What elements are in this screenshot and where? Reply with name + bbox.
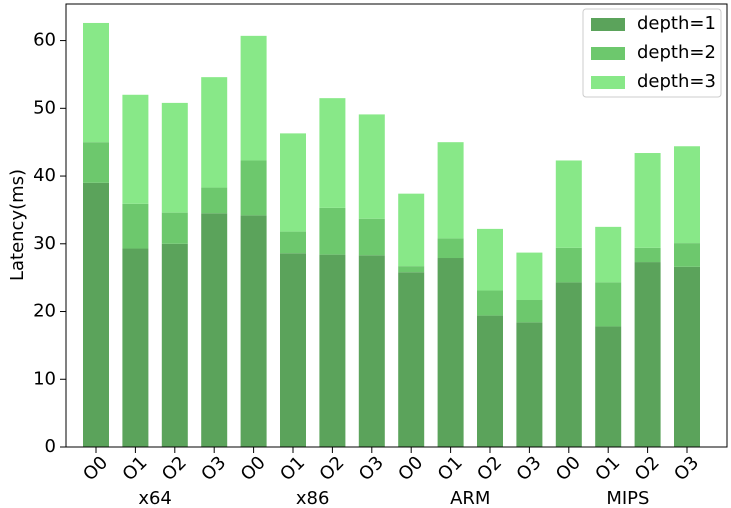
bar-segment (319, 254, 346, 447)
y-axis-label: Latency(ms) (7, 169, 28, 281)
bar-segment (437, 142, 464, 239)
legend-swatch (591, 76, 625, 89)
y-tick-label: 10 (33, 368, 56, 389)
legend-swatch (591, 47, 625, 60)
bar-segment (280, 133, 306, 232)
group-label: ARM (450, 488, 490, 508)
y-tick-label: 20 (33, 301, 56, 322)
legend-label: depth=2 (637, 42, 716, 63)
bar-segment (674, 266, 700, 447)
bar-segment (240, 215, 267, 447)
y-tick-label: 40 (33, 165, 56, 186)
bar-segment (83, 22, 109, 143)
bar-segment (319, 98, 346, 208)
legend-label: depth=1 (637, 13, 716, 34)
y-tick-label: 30 (33, 233, 56, 254)
bar-segment (674, 243, 700, 267)
bar-segment (555, 160, 582, 248)
x-tick-label: O1 (119, 452, 152, 485)
bar-segment (555, 247, 582, 283)
bar-segment (161, 102, 188, 213)
bar-segment (595, 282, 622, 327)
bar-segment (398, 266, 425, 273)
plot-frame (65, 3, 728, 448)
group-label: x86 (296, 488, 330, 508)
bar-segment (477, 290, 503, 316)
bar-segment (398, 193, 425, 267)
bar-segment (674, 146, 700, 244)
bar-segment (122, 94, 149, 204)
group-label: MIPS (606, 488, 649, 508)
bar-segment (358, 255, 385, 447)
legend-label: depth=3 (637, 71, 716, 92)
bar-segment (319, 207, 346, 255)
x-tick-label: O0 (394, 452, 427, 485)
x-tick-label: O2 (473, 452, 506, 485)
x-tick-label: O3 (355, 452, 388, 485)
x-tick-label: O1 (276, 452, 309, 485)
group-label: x64 (138, 488, 172, 508)
y-tick-label: 60 (33, 30, 56, 51)
x-tick-label: O3 (197, 452, 230, 485)
bar-segment (358, 218, 385, 256)
bar-segment (358, 114, 385, 219)
bar-segment (634, 153, 661, 248)
bar-segment (477, 315, 503, 447)
x-tick-label: O0 (237, 452, 270, 485)
bar-segment (555, 282, 582, 447)
bar-segment (280, 231, 306, 254)
bar-segment (161, 212, 188, 244)
bar-segment (437, 258, 464, 447)
y-tick-label: 50 (33, 97, 56, 118)
bar-segment (240, 35, 267, 161)
bar-segment (201, 77, 228, 188)
bar-segment (634, 262, 661, 447)
bar-segment (516, 252, 543, 301)
x-tick-label: O2 (631, 452, 664, 485)
bar-segment (201, 213, 228, 447)
bar-segment (280, 253, 306, 447)
bar-segment (634, 247, 661, 263)
bar-segment (83, 182, 109, 447)
y-tick-label: 0 (45, 436, 56, 457)
x-tick-label: O2 (316, 452, 349, 485)
bar-segment (595, 226, 622, 283)
bar-segment (398, 272, 425, 447)
bar-segment (437, 238, 464, 259)
bar-segment (240, 160, 267, 216)
bar-segment (477, 228, 503, 291)
bar-segment (122, 203, 149, 249)
bar-segment (83, 142, 109, 183)
x-tick-label: O1 (591, 452, 624, 485)
x-tick-label: O1 (434, 452, 467, 485)
x-tick-label: O3 (513, 452, 546, 485)
bar-segment (161, 243, 188, 447)
bar-segment (201, 187, 228, 214)
bar-segment (516, 300, 543, 323)
x-tick-label: O0 (79, 452, 112, 485)
bar-segment (122, 248, 149, 447)
bar-segment (516, 322, 543, 447)
x-tick-label: O2 (158, 452, 191, 485)
bar-segment (595, 326, 622, 447)
x-tick-label: O0 (552, 452, 585, 485)
x-tick-label: O3 (670, 452, 703, 485)
legend-swatch (591, 18, 625, 31)
